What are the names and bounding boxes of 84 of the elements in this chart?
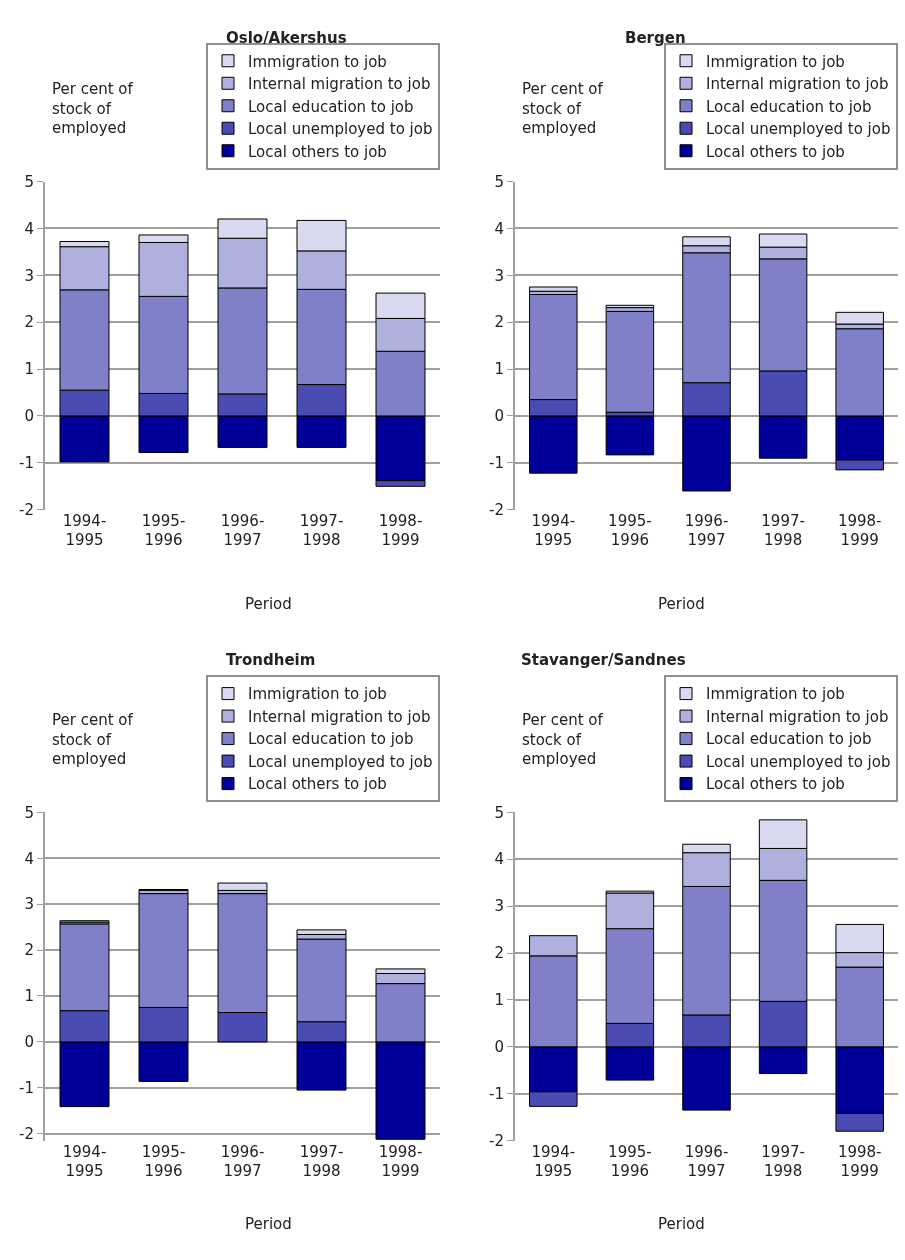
x-tick-label: 1994-1995 xyxy=(62,511,107,550)
x-tick-label: 1995-1996 xyxy=(608,511,652,550)
legend-label: Local education to job xyxy=(248,97,414,116)
legend-label: Local unemployed to job xyxy=(706,120,891,139)
legend-label: Local others to job xyxy=(706,142,845,161)
y-tick-label: -1 xyxy=(19,1079,34,1098)
legend-label: Internal migration to job xyxy=(706,75,889,94)
y-tick-label: 4 xyxy=(24,219,34,238)
legend-label: Local education to job xyxy=(706,97,872,116)
y-tick-label: 3 xyxy=(494,897,504,916)
x-tick-label: 1995-1996 xyxy=(608,1142,652,1181)
legend-label: Immigration to job xyxy=(706,685,845,704)
legend-label: Local others to job xyxy=(248,775,387,794)
y-tick-label: 5 xyxy=(24,172,34,191)
y-tick-label: 5 xyxy=(494,803,504,822)
y-axis-title: Per cent of stock of employed xyxy=(522,80,604,137)
x-tick-label: 1998-1999 xyxy=(378,511,423,550)
y-tick-label: 2 xyxy=(24,313,34,332)
y-tick-label: 2 xyxy=(24,941,34,960)
y-tick-label: -2 xyxy=(489,500,504,519)
x-axis-title: Period xyxy=(245,595,292,613)
x-tick-label: 1998-1999 xyxy=(837,511,882,550)
legend-label: Immigration to job xyxy=(248,52,387,71)
y-tick-label: -1 xyxy=(489,1084,504,1103)
x-tick-label: 1996-1997 xyxy=(684,1142,729,1181)
y-axis-title: Per cent of stock of employed xyxy=(522,711,604,768)
y-tick-label: 0 xyxy=(24,1033,34,1052)
y-tick-label: -2 xyxy=(489,1131,504,1150)
x-tick-label: 1997-1998 xyxy=(299,1142,344,1181)
y-tick-label: 3 xyxy=(24,895,34,914)
legend-label: Internal migration to job xyxy=(248,707,431,726)
y-tick-label: -1 xyxy=(489,454,504,473)
y-tick-label: 4 xyxy=(24,849,34,868)
chart-title: Bergen xyxy=(625,29,686,47)
x-tick-label: 1994-1995 xyxy=(531,511,576,550)
x-axis-title: Period xyxy=(658,595,705,613)
x-tick-label: 1997-1998 xyxy=(761,511,805,550)
x-tick-label: 1994-1995 xyxy=(531,1142,576,1181)
x-tick-label: 1998-1999 xyxy=(378,1142,423,1181)
y-axis-title: Per cent of stock of employed xyxy=(52,80,134,137)
y-tick-label: 2 xyxy=(494,944,504,963)
x-axis-title: Period xyxy=(245,1215,292,1233)
legend-label: Immigration to job xyxy=(706,52,845,71)
chart-title: Oslo/Akershus xyxy=(226,29,347,47)
legend-label: Local others to job xyxy=(706,775,845,794)
y-tick-label: 1 xyxy=(494,991,504,1010)
y-tick-label: 0 xyxy=(494,1038,504,1057)
x-tick-label: 1995-1996 xyxy=(141,511,186,550)
y-tick-label: 2 xyxy=(494,313,504,332)
x-tick-label: 1997-1998 xyxy=(299,511,344,550)
y-tick-label: -1 xyxy=(19,454,34,473)
x-tick-label: 1995-1996 xyxy=(141,1142,186,1181)
y-tick-label: 0 xyxy=(494,407,504,426)
chart-title: Stavanger/Sandnes xyxy=(521,651,686,669)
legend-label: Internal migration to job xyxy=(248,75,431,94)
x-tick-label: 1998-1999 xyxy=(837,1142,882,1181)
legend-label: Local unemployed to job xyxy=(248,120,433,139)
legend-label: Internal migration to job xyxy=(706,707,889,726)
x-tick-label: 1994-1995 xyxy=(62,1142,107,1181)
y-tick-label: 4 xyxy=(494,219,504,238)
x-axis-title: Period xyxy=(658,1215,705,1233)
y-tick-label: 1 xyxy=(24,987,34,1006)
legend-label: Local others to job xyxy=(248,142,387,161)
y-axis-title: Per cent of stock of employed xyxy=(52,711,134,768)
legend-label: Local unemployed to job xyxy=(248,752,433,771)
x-tick-label: 1996-1997 xyxy=(220,511,265,550)
y-tick-label: 3 xyxy=(494,266,504,285)
y-tick-label: 0 xyxy=(24,407,34,426)
y-tick-label: -2 xyxy=(19,500,34,519)
x-tick-label: 1996-1997 xyxy=(684,511,729,550)
legend-label: Local education to job xyxy=(248,730,414,749)
chart-title: Trondheim xyxy=(226,651,316,669)
legend-label: Local education to job xyxy=(706,730,872,749)
x-tick-label: 1997-1998 xyxy=(761,1142,805,1181)
x-tick-label: 1996-1997 xyxy=(220,1142,265,1181)
y-tick-label: -2 xyxy=(19,1124,34,1143)
legend-label: Local unemployed to job xyxy=(706,752,891,771)
y-tick-label: 3 xyxy=(24,266,34,285)
y-tick-label: 1 xyxy=(494,360,504,379)
legend-label: Immigration to job xyxy=(248,685,387,704)
y-tick-label: 5 xyxy=(494,172,504,191)
y-tick-label: 1 xyxy=(24,360,34,379)
y-tick-label: 4 xyxy=(494,850,504,869)
y-tick-label: 5 xyxy=(24,803,34,822)
